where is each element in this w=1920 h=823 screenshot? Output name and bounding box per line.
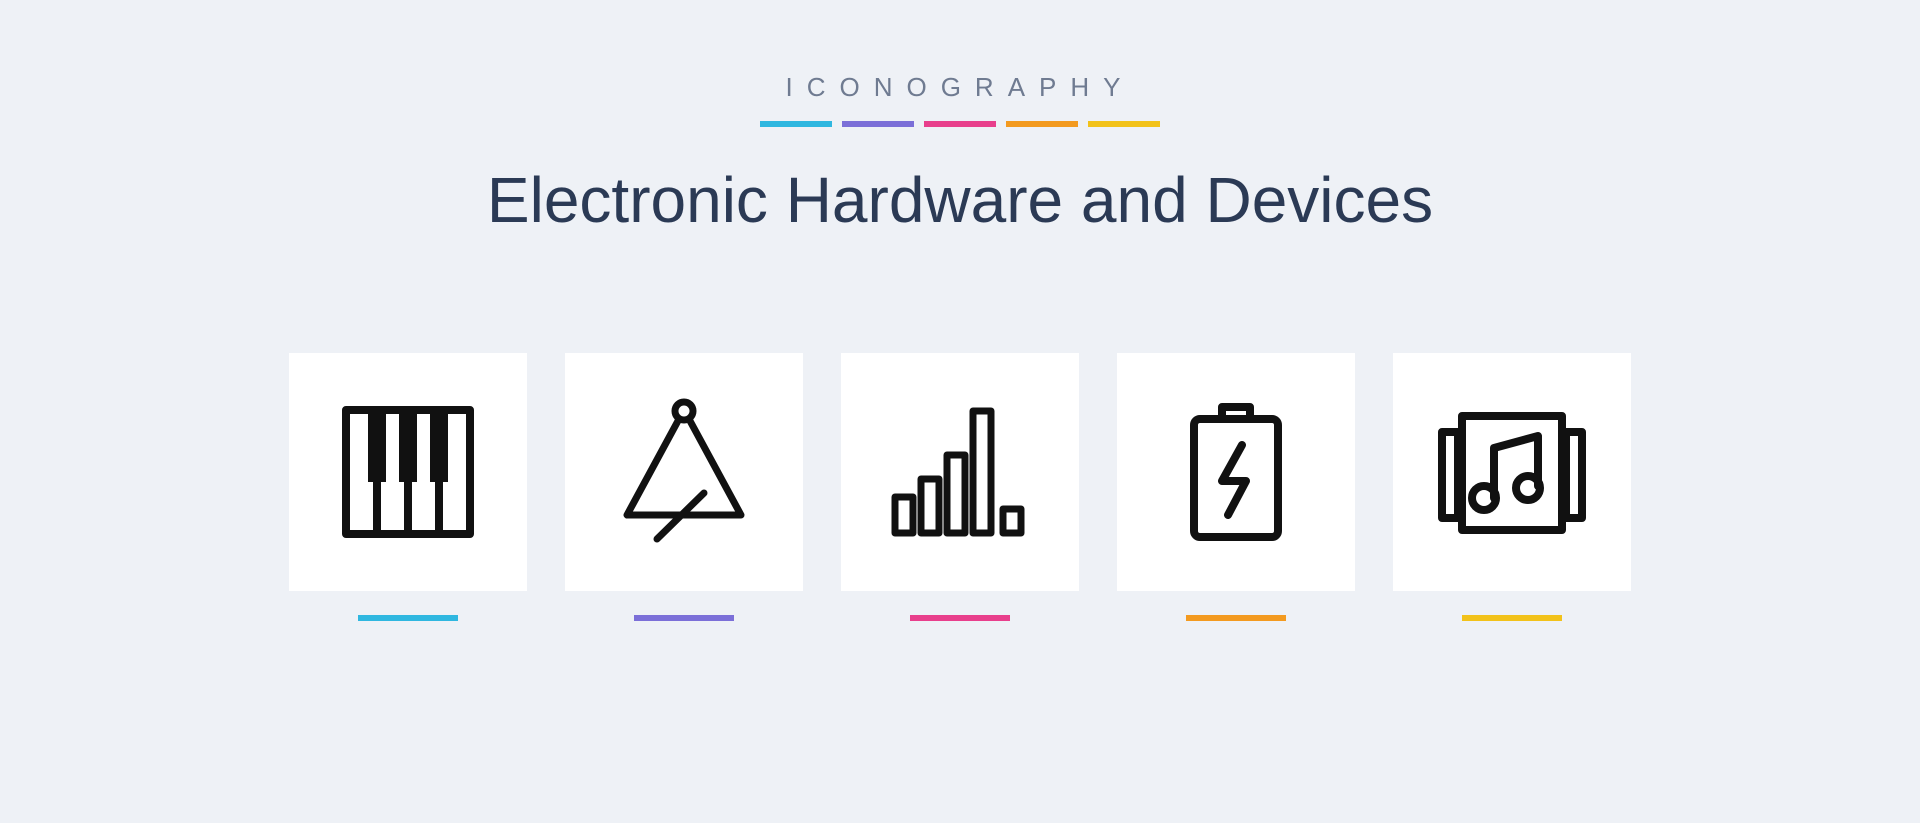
- header-underline-1: [842, 121, 914, 127]
- header-underline-3: [1006, 121, 1078, 127]
- icon-tile: [565, 353, 803, 591]
- header: ICONOGRAPHY Electronic Hardware and Devi…: [487, 72, 1433, 237]
- header-underline-4: [1088, 121, 1160, 127]
- icon-card-3: [1117, 353, 1355, 621]
- eyebrow-label: ICONOGRAPHY: [487, 72, 1433, 103]
- icon-card-1: [565, 353, 803, 621]
- triangle-instrument-icon: [609, 397, 759, 547]
- icon-card-4: [1393, 353, 1631, 621]
- page-title: Electronic Hardware and Devices: [487, 163, 1433, 237]
- icon-card-2: [841, 353, 1079, 621]
- signal-bars-icon: [885, 397, 1035, 547]
- header-underlines: [487, 121, 1433, 127]
- piano-keys-icon: [338, 402, 478, 542]
- icon-tile: [841, 353, 1079, 591]
- header-underline-2: [924, 121, 996, 127]
- icon-card-row: [289, 353, 1631, 621]
- header-underline-0: [760, 121, 832, 127]
- card-underline-1: [634, 615, 734, 621]
- icon-tile: [1117, 353, 1355, 591]
- card-underline-2: [910, 615, 1010, 621]
- icon-card-0: [289, 353, 527, 621]
- icon-tile: [289, 353, 527, 591]
- battery-charging-icon: [1176, 397, 1296, 547]
- music-album-icon: [1432, 402, 1592, 542]
- card-underline-4: [1462, 615, 1562, 621]
- card-underline-0: [358, 615, 458, 621]
- icon-tile: [1393, 353, 1631, 591]
- card-underline-3: [1186, 615, 1286, 621]
